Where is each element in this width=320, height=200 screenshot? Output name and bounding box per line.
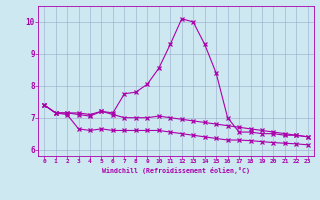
X-axis label: Windchill (Refroidissement éolien,°C): Windchill (Refroidissement éolien,°C) bbox=[102, 167, 250, 174]
